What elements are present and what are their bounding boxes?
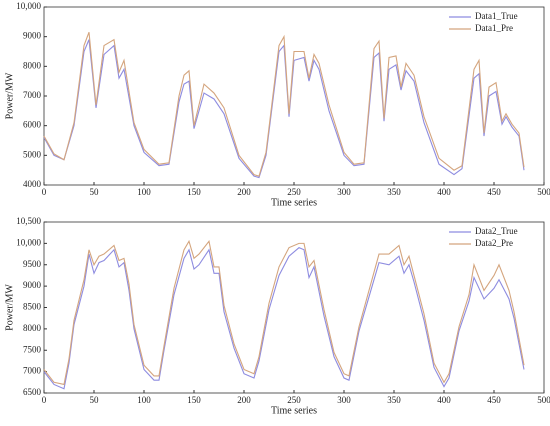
x-tick-label: 500 [537, 395, 550, 405]
plot-frame [43, 221, 545, 394]
x-tick-label: 350 [387, 395, 401, 405]
y-tick-label: 5000 [23, 149, 42, 159]
y-tick-label: 10,500 [16, 216, 41, 226]
y-tick-label: 10,000 [16, 237, 41, 247]
x-tick-label: 300 [337, 395, 351, 405]
y-axis-title: Power/MW [4, 284, 15, 331]
y-tick-label: 7000 [23, 90, 42, 100]
x-tick-label: 400 [437, 395, 451, 405]
series-line [43, 239, 525, 386]
x-tick-label: 150 [187, 187, 201, 197]
x-axis-title: Time series [271, 197, 317, 208]
legend-label: Data2_True [475, 226, 518, 236]
legend-label: Data2_Pre [475, 238, 513, 248]
y-tick-label: 9000 [23, 280, 42, 290]
x-tick-label: 200 [237, 395, 251, 405]
y-tick-label: 6000 [23, 120, 42, 130]
x-tick-label: 0 [42, 395, 47, 405]
x-tick-label: 50 [90, 395, 100, 405]
x-tick-label: 200 [237, 187, 251, 197]
x-axis-title: Time series [271, 405, 317, 416]
y-tick-label: 7500 [23, 344, 42, 354]
x-tick-label: 100 [137, 395, 151, 405]
x-tick-label: 50 [90, 187, 100, 197]
y-tick-label: 8500 [23, 302, 42, 312]
legend-label: Data1_True [475, 11, 518, 21]
x-tick-label: 0 [42, 187, 47, 197]
y-tick-label: 6500 [23, 387, 42, 397]
x-tick-label: 350 [387, 187, 401, 197]
y-axis-title: Power/MW [4, 72, 15, 119]
x-tick-label: 250 [287, 187, 301, 197]
y-tick-label: 9000 [23, 31, 42, 41]
x-tick-label: 450 [487, 395, 501, 405]
y-tick-label: 8000 [23, 60, 42, 70]
series-line [43, 247, 525, 390]
y-tick-label: 9500 [23, 259, 42, 269]
x-tick-label: 250 [287, 395, 301, 405]
x-tick-label: 500 [537, 187, 550, 197]
x-tick-label: 450 [487, 187, 501, 197]
x-tick-label: 150 [187, 395, 201, 405]
legend-label: Data1_Pre [475, 23, 513, 33]
y-tick-label: 4000 [23, 179, 42, 189]
series-line [43, 39, 525, 179]
y-tick-label: 10,000 [16, 1, 41, 11]
plot-frame [43, 6, 545, 186]
x-tick-label: 300 [337, 187, 351, 197]
y-tick-label: 7000 [23, 366, 42, 376]
series-line [43, 32, 525, 177]
x-tick-label: 100 [137, 187, 151, 197]
y-tick-label: 8000 [23, 323, 42, 333]
x-tick-label: 400 [437, 187, 451, 197]
